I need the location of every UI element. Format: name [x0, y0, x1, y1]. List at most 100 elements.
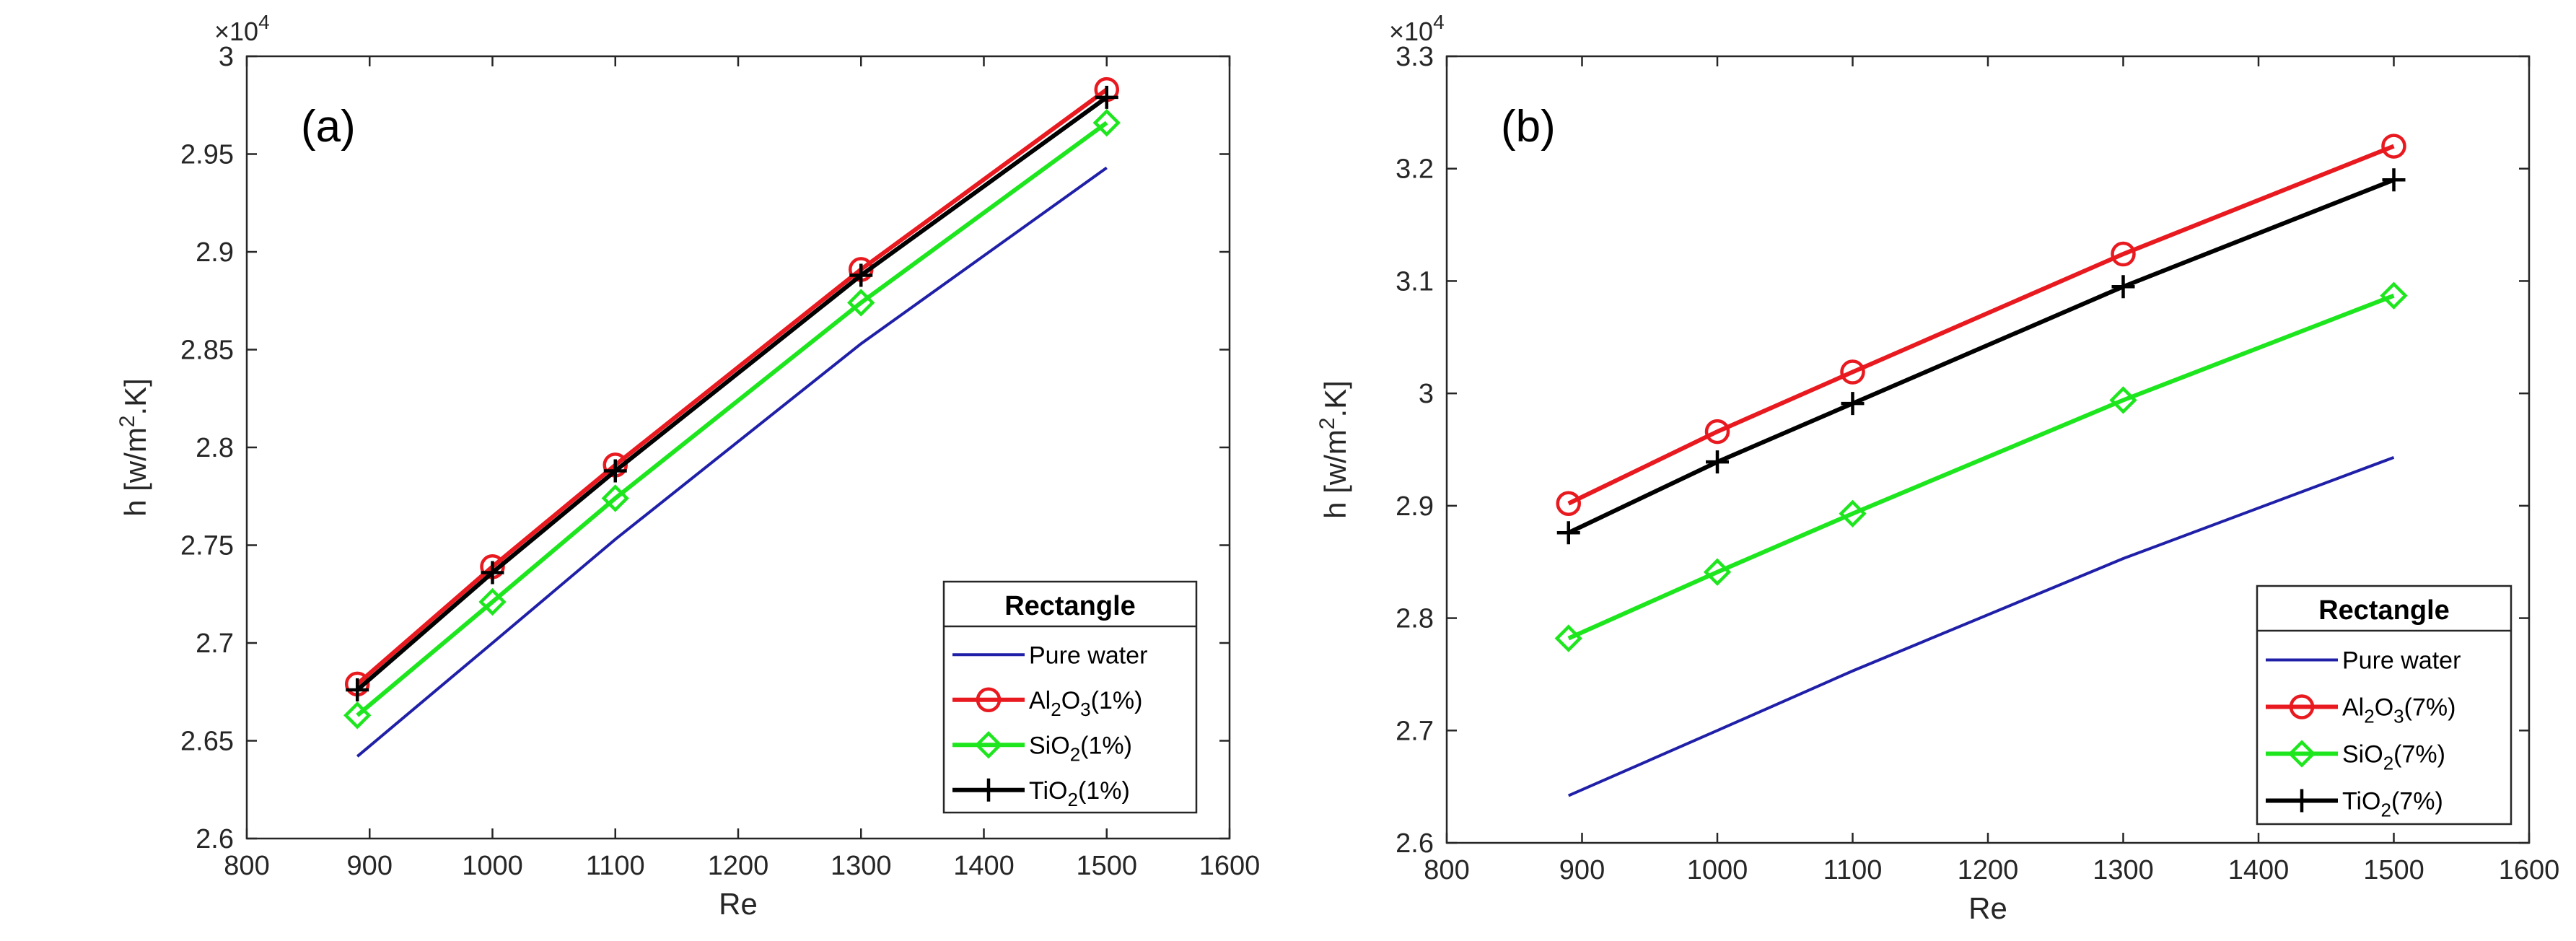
diamond-marker: [1703, 558, 1732, 586]
legend-label-subscript: 2: [2383, 753, 2393, 774]
x-tick-label: 1100: [586, 851, 645, 881]
y-axis-title-main: h [w/m: [118, 427, 152, 517]
series-tio2-1-: [346, 85, 1118, 702]
y-tick-label: 2.7: [1396, 716, 1434, 746]
y-tick-label: 2.75: [180, 531, 234, 561]
x-tick-label: 1000: [462, 851, 523, 881]
series-sio2-1-: [343, 108, 1121, 730]
plus-marker: [2382, 168, 2406, 192]
legend-entry: Al2O3(7%): [2266, 694, 2455, 727]
series-line: [356, 166, 1108, 758]
x-tick-label: 1400: [953, 851, 1015, 881]
legend-entry: TiO2(1%): [952, 777, 1130, 810]
panel-label: (b): [1501, 102, 1556, 152]
series-pure-water: [1567, 456, 2395, 797]
legend-label-subscript: 2: [2381, 800, 2391, 821]
legend-label: TiO2(1%): [1029, 777, 1130, 810]
x-tick-label: 1100: [1823, 855, 1883, 885]
panel-label: (a): [301, 102, 356, 152]
y-tick-label: 2.8: [1396, 604, 1434, 634]
circle-marker: [2381, 134, 2406, 159]
y-axis-title-sup: 2: [115, 415, 139, 427]
legend-label-text: SiO: [1029, 732, 1070, 759]
legend-label-subscript: 3: [1080, 699, 1090, 720]
legend-label: TiO2(7%): [2342, 788, 2443, 821]
y-tick-label: 2.9: [196, 237, 234, 268]
x-axis-title: Re: [719, 887, 758, 921]
x-tick-label: 900: [1559, 855, 1605, 885]
plus-marker: [1706, 450, 1729, 474]
plus-marker: [849, 263, 873, 287]
x-tick-label: 1500: [2363, 855, 2424, 885]
y-tick-label: 2.65: [180, 727, 234, 757]
y-tick-label: 3.1: [1396, 266, 1434, 297]
y-tick-label: 3.3: [1396, 42, 1434, 72]
legend-box: [2256, 585, 2513, 826]
series-sio2-7-: [1554, 281, 2408, 652]
legend-label: Al2O3(1%): [1029, 687, 1142, 720]
legend-label-text: TiO: [2342, 788, 2381, 815]
y-axis-title-end: .K]: [1318, 380, 1352, 417]
diamond-marker: [1092, 108, 1121, 137]
legend-label: SiO2(1%): [1029, 732, 1132, 765]
circle-marker: [1840, 359, 1865, 385]
plus-marker: [2290, 789, 2313, 813]
x-tick-label: 1200: [1958, 855, 2019, 885]
y-tick-label: 2.7: [196, 629, 234, 659]
exponent-power: 4: [1433, 11, 1445, 33]
legend-label-text: (7%): [2404, 694, 2456, 722]
x-tick-label: 900: [347, 851, 393, 881]
x-tick-label: 800: [224, 851, 269, 881]
legend-label-subscript: 2: [1051, 699, 1061, 720]
legend-label-text: Al: [1029, 687, 1051, 714]
diamond-marker: [478, 587, 507, 616]
y-tick-label: 3: [1419, 379, 1434, 409]
x-tick-label: 1000: [1687, 855, 1748, 885]
series-pure-water: [356, 166, 1108, 758]
x-tick-label: 1300: [831, 851, 892, 881]
y-tick-label: 2.9: [1396, 491, 1434, 522]
circle-marker: [2289, 694, 2315, 719]
x-axis-title: Re: [1968, 891, 2007, 925]
diamond-marker: [2109, 386, 2137, 414]
legend-entry: Pure water: [952, 642, 1147, 669]
exponent-base: ×10: [214, 17, 258, 46]
y-axis-title-end: .K]: [118, 378, 152, 415]
y-tick-label: 2.6: [1396, 828, 1434, 859]
series-line: [1567, 144, 2395, 506]
y-tick-label: 2.95: [180, 140, 234, 170]
series-al2o3-7-: [1556, 134, 2406, 516]
plus-marker: [481, 561, 504, 585]
legend-label: Pure water: [1029, 642, 1147, 669]
x-tick-label: 1600: [2499, 855, 2560, 885]
plus-marker: [1556, 521, 1580, 545]
legend-entry: SiO2(7%): [2266, 740, 2445, 774]
diamond-marker: [2380, 281, 2408, 310]
legend-label-text: O: [1061, 687, 1080, 714]
diamond-marker: [2287, 740, 2316, 768]
y-tick-label: 2.85: [180, 336, 234, 366]
plus-marker: [2111, 275, 2135, 299]
y-axis-title: h [w/m2.K]: [115, 378, 152, 517]
exponent-power: 4: [258, 11, 270, 33]
plus-marker: [1841, 392, 1865, 416]
legend-entry: Pure water: [2266, 647, 2461, 675]
legend-label-subscript: 2: [2364, 706, 2374, 727]
diamond-marker: [1839, 499, 1867, 528]
series-line: [356, 121, 1108, 717]
legend-label-text: Pure water: [1029, 642, 1147, 669]
axis-exponent: ×104: [1389, 11, 1445, 46]
circle-marker: [1704, 419, 1730, 445]
diamond-marker: [847, 289, 875, 317]
diamond-marker: [974, 731, 1003, 759]
x-tick-label: 1300: [2093, 855, 2154, 885]
legend-entry: TiO2(7%): [2266, 788, 2443, 821]
y-tick-label: 2.6: [196, 824, 234, 854]
legend-label-text: (7%): [2391, 788, 2443, 815]
legend-label-subscript: 2: [1070, 743, 1080, 765]
plus-marker: [977, 778, 1000, 802]
legend-label-text: TiO: [1029, 777, 1068, 805]
